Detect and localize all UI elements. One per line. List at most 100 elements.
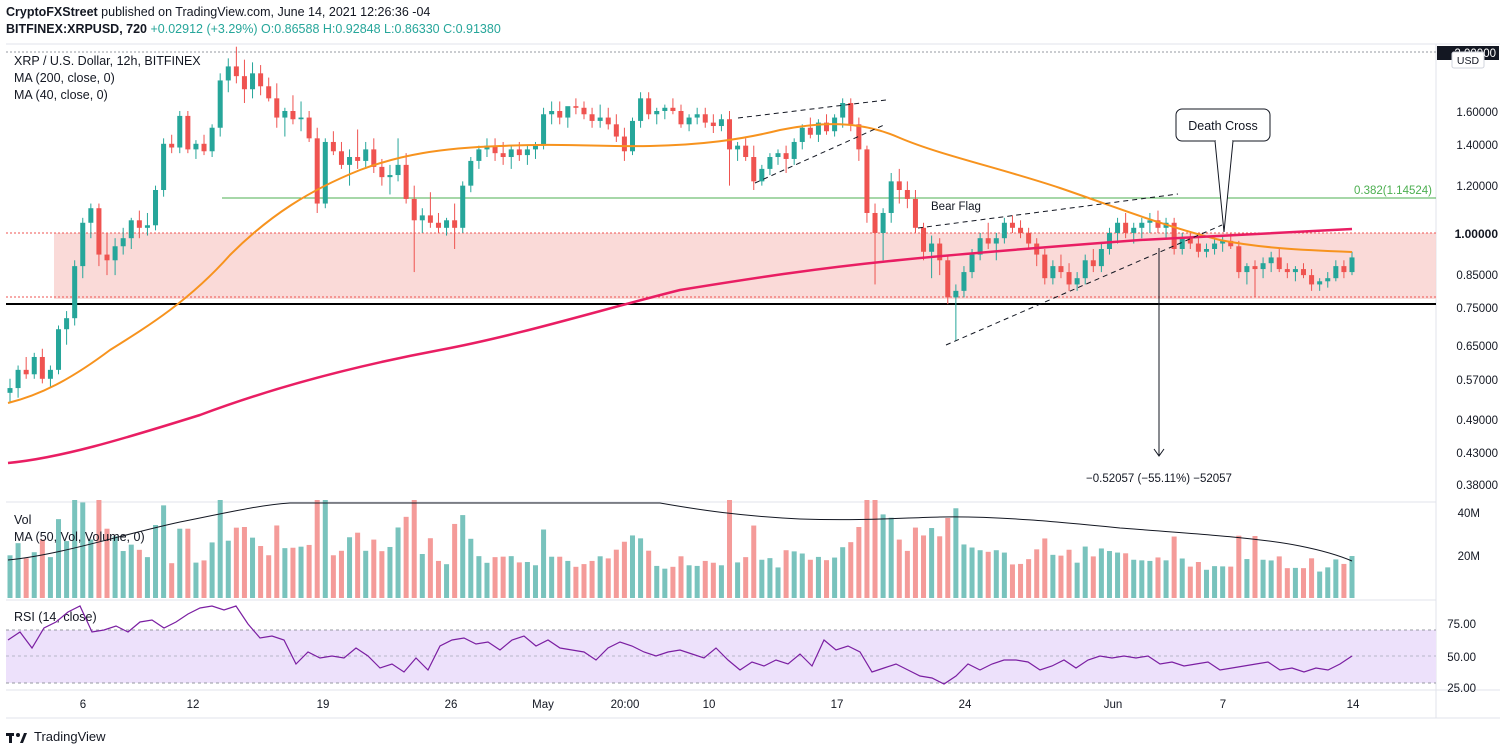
candle-body[interactable] (314, 138, 320, 204)
candle-body[interactable] (185, 115, 191, 150)
candle-body[interactable] (23, 369, 29, 375)
candle-body[interactable] (1090, 260, 1096, 267)
candle-body[interactable] (1074, 278, 1080, 285)
candle-body[interactable] (1325, 278, 1331, 282)
candle-body[interactable] (1115, 222, 1121, 233)
candle-body[interactable] (161, 143, 167, 191)
candle-body[interactable] (654, 111, 660, 115)
candle-body[interactable] (1284, 269, 1290, 273)
candle-body[interactable] (169, 143, 175, 148)
candle-body[interactable] (153, 190, 159, 226)
candle-body[interactable] (209, 127, 215, 152)
candle-body[interactable] (1236, 246, 1242, 273)
candle-body[interactable] (31, 356, 37, 375)
candle-body[interactable] (864, 149, 870, 213)
candle-body[interactable] (824, 122, 830, 132)
candle-body[interactable] (1260, 263, 1266, 270)
footer-brand[interactable]: TradingView (6, 729, 106, 744)
candle-body[interactable] (64, 318, 70, 330)
candle-body[interactable] (686, 117, 692, 125)
candle-body[interactable] (662, 107, 668, 111)
candle-body[interactable] (977, 238, 983, 255)
candle-body[interactable] (1082, 260, 1088, 279)
candle-body[interactable] (476, 149, 482, 161)
candle-body[interactable] (1155, 220, 1161, 228)
candle-body[interactable] (435, 222, 441, 228)
candle-body[interactable] (452, 220, 458, 228)
candle-body[interactable] (726, 119, 733, 150)
candle-body[interactable] (694, 114, 700, 118)
candle-body[interactable] (144, 225, 150, 228)
candle-body[interactable] (807, 127, 813, 135)
candle-body[interactable] (1195, 243, 1201, 252)
candle-body[interactable] (330, 141, 336, 152)
candle-body[interactable] (1292, 269, 1298, 273)
candle-body[interactable] (840, 103, 846, 118)
candle-body[interactable] (1341, 266, 1347, 273)
candle-body[interactable] (961, 272, 967, 291)
candle-body[interactable] (702, 114, 708, 123)
candle-body[interactable] (718, 119, 724, 127)
publisher-name[interactable]: CryptoFXStreet (6, 5, 98, 19)
candle-body[interactable] (500, 153, 506, 158)
candle-body[interactable] (403, 164, 409, 199)
candle-body[interactable] (355, 157, 361, 161)
candle-body[interactable] (735, 145, 741, 150)
candle-body[interactable] (605, 117, 611, 125)
candle-body[interactable] (848, 103, 854, 125)
candle-body[interactable] (1309, 275, 1315, 285)
candle-body[interactable] (993, 238, 999, 244)
candle-body[interactable] (104, 254, 110, 261)
candle-body[interactable] (775, 153, 781, 158)
candle-body[interactable] (589, 114, 595, 121)
candle-body[interactable] (460, 185, 466, 228)
candle-body[interactable] (759, 168, 765, 182)
candle-body[interactable] (638, 98, 644, 121)
candle-body[interactable] (1212, 243, 1218, 250)
candle-body[interactable] (621, 136, 627, 152)
candle-body[interactable] (1317, 281, 1323, 285)
candle-body[interactable] (120, 238, 126, 247)
candle-body[interactable] (508, 149, 514, 158)
candle-body[interactable] (937, 243, 943, 261)
candle-body[interactable] (929, 243, 935, 252)
candle-body[interactable] (710, 122, 716, 127)
candle-body[interactable] (444, 220, 450, 228)
candle-body[interactable] (985, 238, 991, 244)
candle-body[interactable] (629, 120, 636, 152)
candle-body[interactable] (1300, 269, 1307, 276)
candle-body[interactable] (904, 190, 910, 199)
candle-body[interactable] (387, 175, 393, 178)
candle-body[interactable] (282, 111, 288, 118)
candle-body[interactable] (233, 66, 239, 77)
candle-body[interactable] (274, 98, 280, 118)
candle-body[interactable] (573, 106, 579, 108)
candle-body[interactable] (783, 153, 789, 159)
candle-body[interactable] (1268, 257, 1274, 264)
candle-body[interactable] (597, 117, 603, 121)
candle-body[interactable] (799, 127, 805, 142)
candle-body[interactable] (72, 266, 78, 319)
candle-body[interactable] (815, 122, 821, 135)
candle-body[interactable] (1228, 240, 1234, 247)
currency-tag[interactable] (1451, 51, 1485, 69)
candle-body[interactable] (136, 220, 142, 228)
candle-body[interactable] (1001, 222, 1007, 239)
candle-body[interactable] (15, 369, 21, 389)
candle-body[interactable] (112, 246, 118, 261)
candle-body[interactable] (7, 388, 13, 393)
candle-body[interactable] (128, 220, 134, 239)
candle-body[interactable] (258, 73, 264, 87)
candle-body[interactable] (1276, 257, 1282, 270)
candle-body[interactable] (1349, 257, 1355, 273)
candle-body[interactable] (565, 106, 571, 118)
candle-body[interactable] (39, 356, 45, 379)
candle-body[interactable] (1220, 240, 1226, 244)
candle-body[interactable] (953, 290, 959, 298)
candle-body[interactable] (743, 145, 749, 158)
candle-body[interactable] (678, 111, 684, 125)
candle-body[interactable] (1018, 227, 1024, 233)
candle-body[interactable] (306, 117, 312, 139)
candle-body[interactable] (298, 117, 304, 120)
candle-body[interactable] (241, 76, 247, 90)
